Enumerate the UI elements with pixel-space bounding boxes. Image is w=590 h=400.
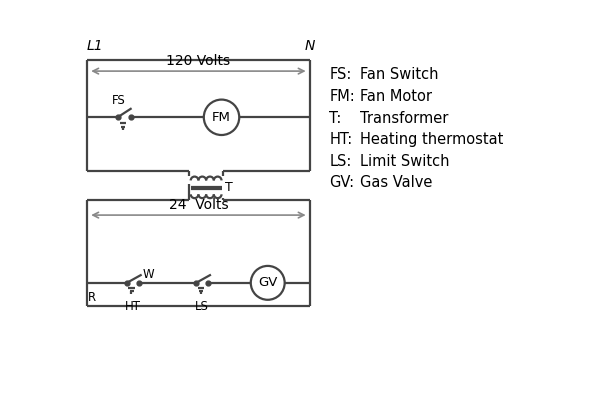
Text: T:: T: xyxy=(329,110,342,126)
Text: FM: FM xyxy=(212,111,231,124)
Text: Fan Switch: Fan Switch xyxy=(360,68,438,82)
Text: FM:: FM: xyxy=(329,89,355,104)
Text: HT: HT xyxy=(125,300,141,313)
Text: LS: LS xyxy=(195,300,209,313)
Text: Fan Motor: Fan Motor xyxy=(360,89,432,104)
Text: Transformer: Transformer xyxy=(360,110,448,126)
Text: LS:: LS: xyxy=(329,154,352,169)
Text: Gas Valve: Gas Valve xyxy=(360,175,432,190)
Text: Limit Switch: Limit Switch xyxy=(360,154,450,169)
Text: 120 Volts: 120 Volts xyxy=(166,54,231,68)
Text: HT:: HT: xyxy=(329,132,353,147)
Text: Heating thermostat: Heating thermostat xyxy=(360,132,503,147)
Text: L1: L1 xyxy=(87,39,103,53)
Text: GV: GV xyxy=(258,276,277,289)
Text: FS: FS xyxy=(112,94,126,106)
Text: W: W xyxy=(142,268,154,280)
Text: R: R xyxy=(88,290,96,304)
Text: T: T xyxy=(225,181,232,194)
Text: FS:: FS: xyxy=(329,68,352,82)
Text: N: N xyxy=(305,39,315,53)
Text: GV:: GV: xyxy=(329,175,355,190)
Text: 24  Volts: 24 Volts xyxy=(169,198,228,212)
